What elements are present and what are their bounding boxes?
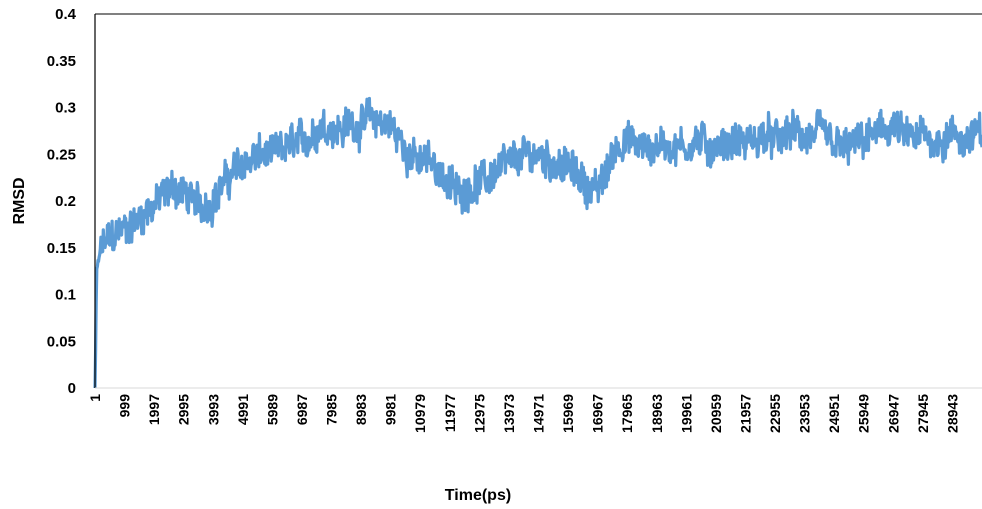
x-tick-label: 21957 xyxy=(737,394,753,433)
x-tick-label: 22955 xyxy=(767,394,783,433)
x-tick-label: 13973 xyxy=(501,394,517,433)
x-tick-label: 25949 xyxy=(856,394,872,433)
x-tick-label: 2995 xyxy=(176,394,192,425)
x-tick-label: 20959 xyxy=(708,394,724,433)
y-tick-label: 0.05 xyxy=(47,333,76,350)
y-axis-title: RMSD xyxy=(11,177,28,224)
y-tick-label: 0.3 xyxy=(55,100,76,117)
y-tick-label: 0.4 xyxy=(55,6,77,23)
y-tick-label: 0 xyxy=(68,380,76,397)
x-tick-label: 9981 xyxy=(383,394,399,425)
x-tick-label: 16967 xyxy=(590,394,606,433)
y-tick-label: 0.1 xyxy=(55,287,76,304)
x-tick-label: 1997 xyxy=(146,394,162,425)
x-tick-label: 17965 xyxy=(619,394,635,433)
x-tick-label: 6987 xyxy=(294,394,310,425)
x-tick-label: 23953 xyxy=(797,394,813,433)
x-tick-label: 27945 xyxy=(915,394,931,433)
x-tick-label: 12975 xyxy=(471,394,487,433)
x-tick-label: 7985 xyxy=(324,394,340,425)
x-tick-label: 19961 xyxy=(678,394,694,433)
x-tick-label: 8983 xyxy=(353,394,369,425)
x-axis-ticks: 1 999 1997 2995 3993 4991 5989 6987 7985 8983 9981… xyxy=(87,394,960,433)
y-tick-label: 0.35 xyxy=(47,53,76,70)
x-tick-label: 24951 xyxy=(826,394,842,433)
x-tick-label: 3993 xyxy=(205,394,221,425)
x-tick-label: 15969 xyxy=(560,394,576,433)
y-axis-ticks: 0 0.05 0.1 0.15 0.2 0.25 0.3 0.35 0.4 xyxy=(47,6,77,397)
x-tick-label: 999 xyxy=(117,394,133,418)
y-tick-label: 0.25 xyxy=(47,146,76,163)
x-tick-label: 28943 xyxy=(944,394,960,433)
x-tick-label: 5989 xyxy=(264,394,280,425)
x-tick-label: 1 xyxy=(87,394,103,402)
x-tick-label: 11977 xyxy=(442,394,458,432)
x-tick-label: 18963 xyxy=(649,394,665,433)
x-tick-label: 14971 xyxy=(531,394,547,433)
rmsd-series-line xyxy=(93,96,982,389)
x-axis-title: Time(ps) xyxy=(445,487,511,504)
y-tick-label: 0.15 xyxy=(47,240,76,257)
x-tick-label: 10979 xyxy=(412,394,428,433)
x-tick-label: 26947 xyxy=(885,394,901,433)
x-tick-label: 4991 xyxy=(235,394,251,425)
y-tick-label: 0.2 xyxy=(55,193,76,210)
